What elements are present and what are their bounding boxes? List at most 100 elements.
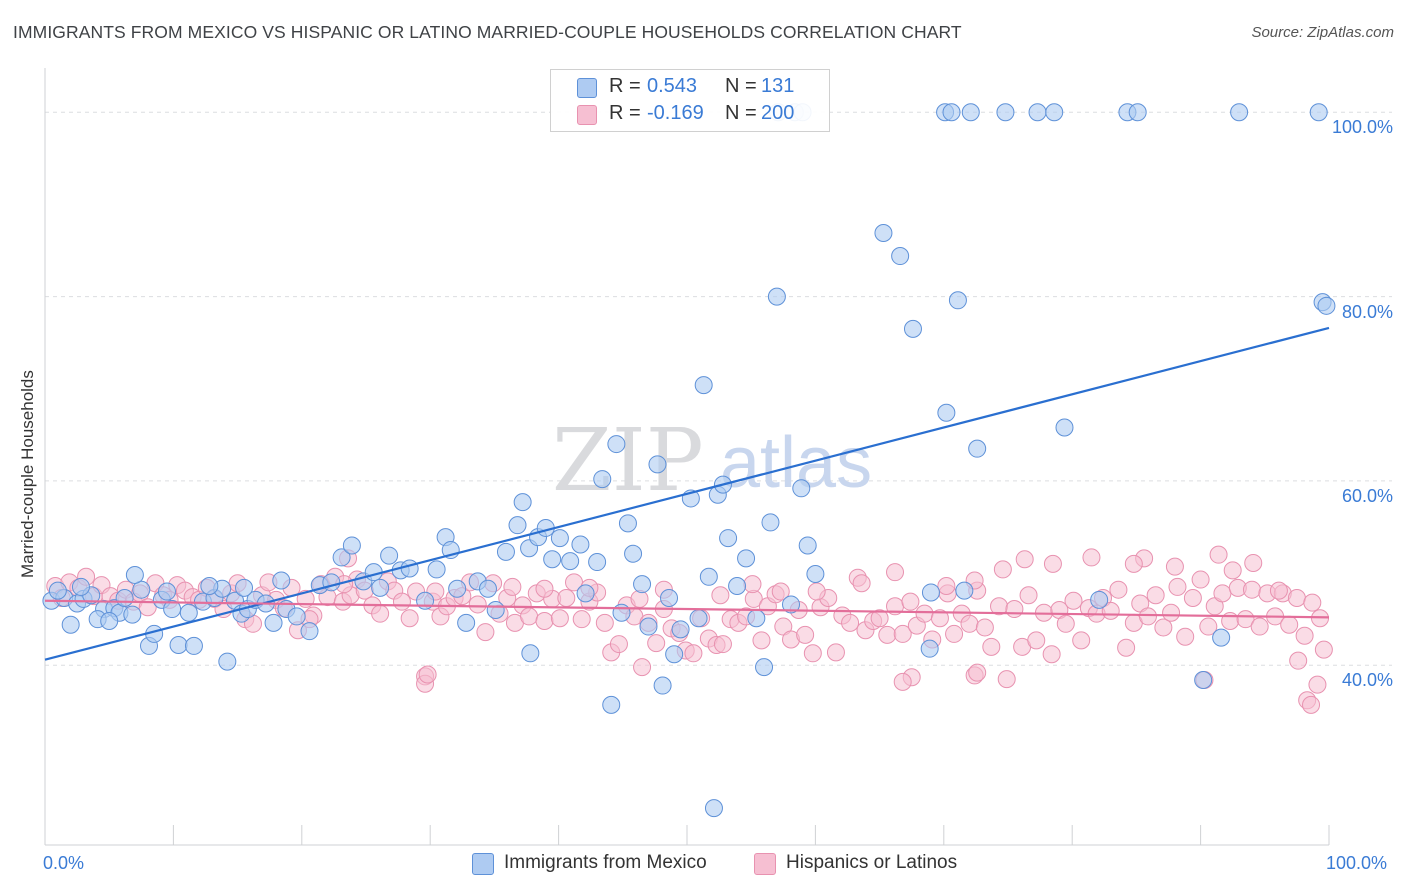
point-mexico — [593, 470, 612, 489]
point-hispanics — [1303, 593, 1322, 612]
point-mexico — [719, 529, 738, 548]
point-mexico — [272, 571, 291, 590]
point-mexico — [639, 617, 658, 636]
legend-label-mexico: Immigrants from Mexico — [504, 852, 707, 873]
point-hispanics — [1209, 545, 1228, 564]
legend-r-label: R = — [609, 102, 641, 124]
point-mexico — [61, 615, 80, 634]
point-mexico — [996, 103, 1015, 122]
point-hispanics — [630, 589, 649, 608]
point-mexico — [704, 799, 723, 818]
point-mexico — [235, 578, 254, 597]
watermark: ZIP atlas — [552, 411, 872, 511]
point-hispanics — [993, 560, 1012, 579]
point-hispanics — [1027, 631, 1046, 650]
point-hispanics — [1302, 695, 1321, 714]
point-mexico — [671, 620, 690, 639]
point-hispanics — [915, 604, 934, 623]
point-mexico — [602, 695, 621, 714]
point-mexico — [496, 542, 515, 561]
legend-r-value: -0.169 — [647, 102, 704, 124]
point-mexico — [115, 588, 134, 607]
point-hispanics — [1015, 550, 1034, 569]
point-hispanics — [1154, 618, 1173, 637]
point-hispanics — [1213, 584, 1232, 603]
point-mexico — [942, 103, 961, 122]
point-hispanics — [1191, 570, 1210, 589]
point-hispanics — [945, 624, 964, 643]
point-mexico — [782, 595, 801, 614]
point-mexico — [1194, 671, 1213, 690]
point-hispanics — [893, 672, 912, 691]
point-mexico — [576, 584, 595, 603]
point-hispanics — [503, 577, 522, 596]
y-tick-label-80: 80.0% — [1341, 301, 1393, 322]
point-hispanics — [743, 575, 762, 594]
point-mexico — [400, 559, 419, 578]
point-mexico — [607, 435, 626, 454]
point-mexico — [874, 224, 893, 242]
point-mexico — [179, 603, 198, 622]
point-hispanics — [1269, 581, 1288, 600]
point-mexico — [737, 549, 756, 568]
point-mexico — [1128, 103, 1147, 122]
point-hispanics — [595, 613, 614, 632]
point-mexico — [200, 577, 219, 596]
point-mexico — [767, 287, 786, 306]
point-hispanics — [550, 609, 569, 628]
point-mexico — [457, 613, 476, 632]
point-mexico — [968, 439, 987, 458]
point-hispanics — [982, 637, 1001, 656]
point-mexico — [728, 577, 747, 596]
point-hispanics — [476, 623, 495, 642]
watermark-zip: ZIP — [552, 411, 704, 511]
point-hispanics — [937, 577, 956, 596]
point-hispanics — [400, 609, 419, 628]
point-hispanics — [535, 579, 554, 598]
point-mexico — [937, 403, 956, 422]
point-hispanics — [711, 586, 730, 605]
point-hispanics — [557, 588, 576, 607]
point-hispanics — [1043, 554, 1062, 573]
point-hispanics — [826, 643, 845, 662]
point-mexico — [300, 622, 319, 641]
point-mexico — [287, 607, 306, 626]
point-hispanics — [1109, 580, 1128, 599]
point-mexico — [513, 493, 532, 512]
point-hispanics — [752, 631, 771, 650]
point-mexico — [699, 567, 718, 586]
point-hispanics — [468, 595, 487, 614]
point-hispanics — [1124, 554, 1143, 573]
point-hispanics — [771, 582, 790, 601]
point-mexico — [184, 636, 203, 655]
legend-n-value: 200 — [761, 102, 795, 124]
point-hispanics — [1287, 588, 1306, 607]
point-mexico — [543, 550, 562, 569]
trend-line-hispanics — [44, 599, 1330, 619]
point-hispanics — [930, 609, 949, 628]
point-hispanics — [371, 604, 390, 623]
point-mexico — [694, 376, 713, 395]
point-hispanics — [1295, 626, 1314, 645]
legend-r-label: R = — [609, 75, 641, 97]
point-mexico — [48, 581, 67, 600]
point-mexico — [1317, 296, 1336, 315]
point-mexico — [100, 612, 119, 631]
point-hispanics — [1117, 638, 1136, 657]
point-hispanics — [1165, 557, 1184, 576]
point-hispanics — [1250, 617, 1269, 636]
point-hispanics — [392, 592, 411, 611]
point-mexico — [588, 553, 607, 572]
point-mexico — [747, 609, 766, 628]
point-mexico — [792, 479, 811, 498]
point-hispanics — [1244, 553, 1263, 572]
point-hispanics — [1314, 640, 1333, 659]
point-mexico — [798, 536, 817, 555]
point-mexico — [427, 560, 446, 579]
point-mexico — [921, 583, 940, 602]
point-hispanics — [1168, 577, 1187, 596]
point-hispanics — [609, 635, 628, 654]
legend-swatch-mexico — [472, 853, 494, 875]
point-mexico — [169, 635, 188, 654]
point-hispanics — [1308, 675, 1327, 694]
